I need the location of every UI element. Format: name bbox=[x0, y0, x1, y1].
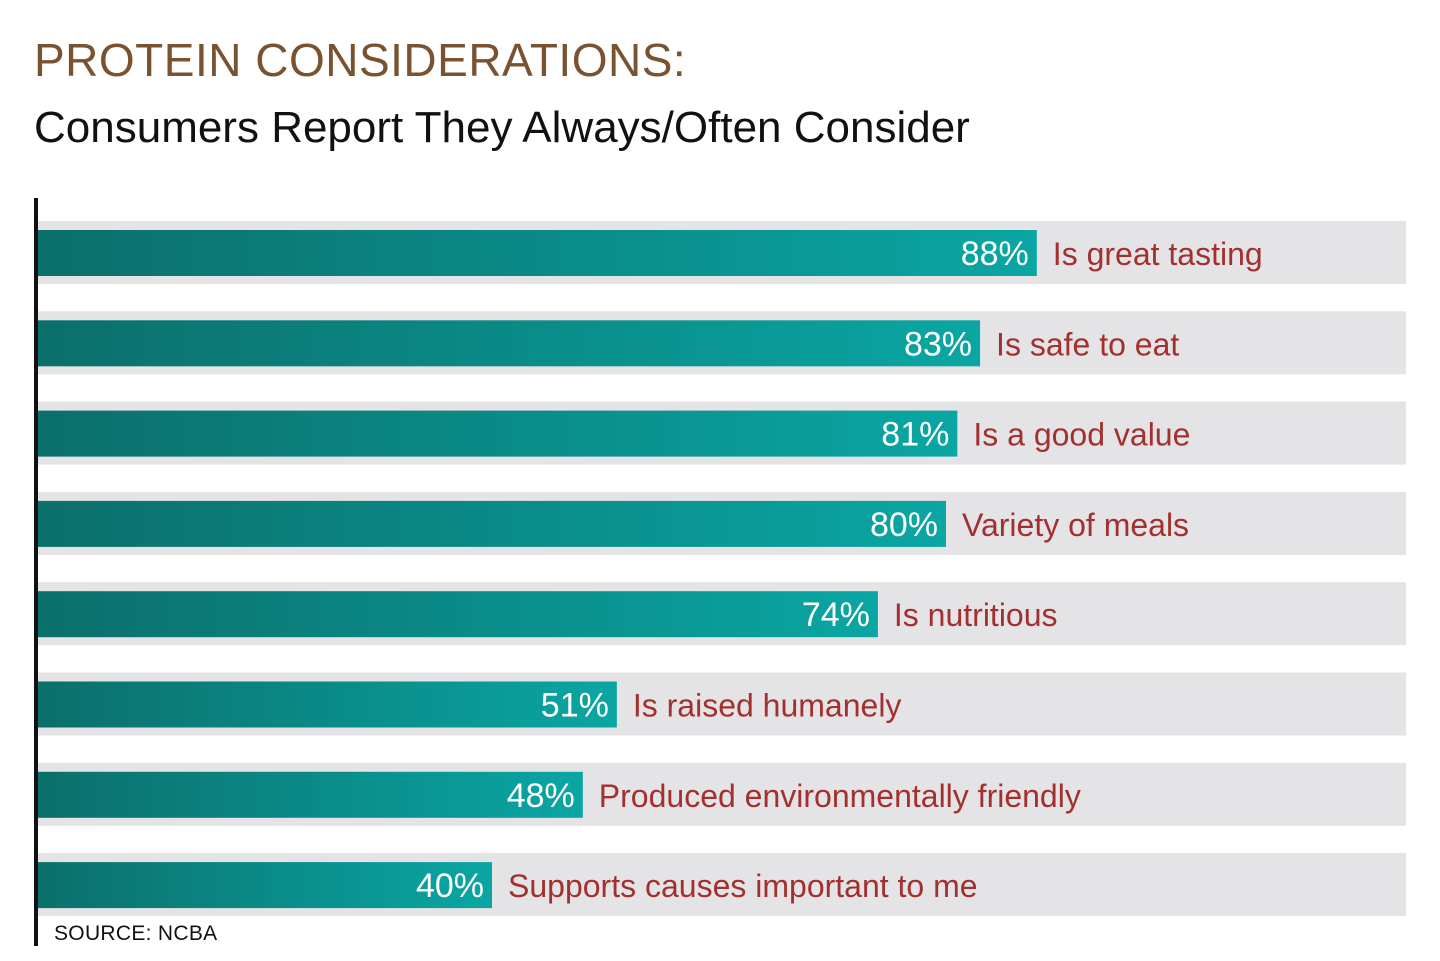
bar bbox=[38, 410, 958, 457]
value-label: 80% bbox=[870, 506, 938, 544]
category-label: Supports causes important to me bbox=[508, 868, 978, 904]
category-label: Produced environmentally friendly bbox=[599, 778, 1081, 814]
category-label: Is great tasting bbox=[1053, 236, 1263, 272]
bar bbox=[38, 500, 946, 547]
bar bbox=[38, 591, 878, 638]
source-note: SOURCE: NCBA bbox=[54, 922, 218, 945]
bar bbox=[38, 771, 583, 818]
bar bbox=[38, 230, 1037, 276]
value-label: 81% bbox=[881, 416, 949, 454]
bar bbox=[38, 862, 492, 909]
category-labels: Is great tasting Is safe to eat Is a good … bbox=[508, 236, 1263, 904]
category-label: Variety of meals bbox=[962, 507, 1189, 543]
value-label: 74% bbox=[802, 596, 870, 634]
chart-title: PROTEIN CONSIDERATIONS: bbox=[34, 34, 687, 86]
value-labels: 88% 83% 81% 80% 74% 51% 48% 40% bbox=[416, 235, 1029, 905]
value-label: 40% bbox=[416, 867, 484, 905]
value-label: 48% bbox=[507, 777, 575, 815]
category-label: Is raised humanely bbox=[633, 688, 902, 724]
bars bbox=[38, 230, 1037, 909]
value-label: 88% bbox=[961, 235, 1029, 273]
category-label: Is nutritious bbox=[894, 597, 1058, 633]
value-label: 83% bbox=[904, 325, 972, 363]
bar bbox=[38, 681, 617, 728]
chart-subtitle: Consumers Report They Always/Often Consi… bbox=[34, 103, 970, 152]
category-label: Is a good value bbox=[973, 417, 1190, 453]
category-label: Is safe to eat bbox=[996, 326, 1179, 362]
value-label: 51% bbox=[541, 687, 609, 725]
bar bbox=[38, 320, 981, 367]
